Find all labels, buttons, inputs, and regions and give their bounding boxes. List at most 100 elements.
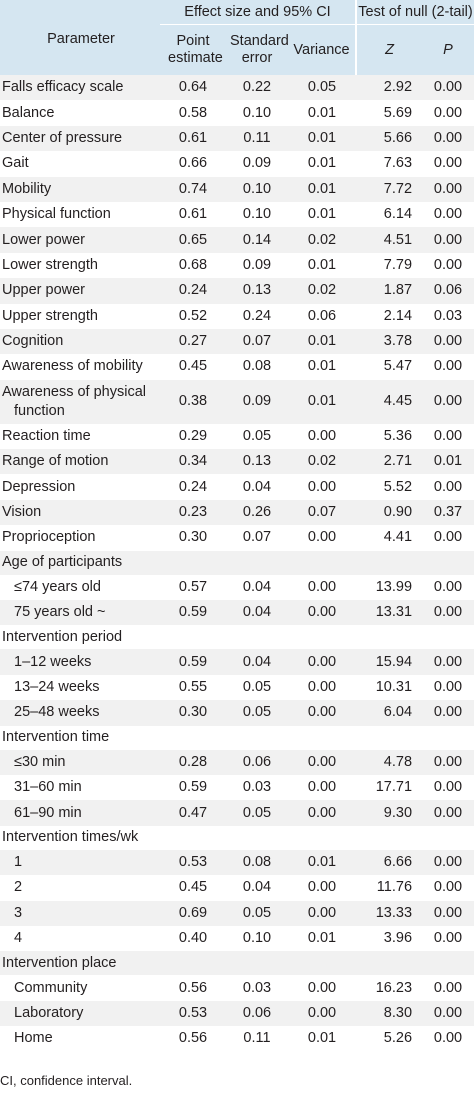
variance-cell: 0.01 bbox=[288, 252, 357, 279]
z-cell: 10.31 bbox=[356, 674, 423, 701]
variance-cell: 0.00 bbox=[288, 975, 357, 1001]
variance-cell: 0.01 bbox=[288, 379, 357, 424]
z-cell: 15.94 bbox=[356, 649, 423, 675]
parameter-label-text: ≤30 min bbox=[14, 753, 66, 770]
variance-cell: 0.01 bbox=[288, 201, 357, 228]
header-point-estimate: Point estimate bbox=[160, 24, 226, 75]
standard-error-cell: 0.04 bbox=[226, 600, 288, 626]
header-p: P bbox=[422, 24, 474, 75]
variance-cell: 0.00 bbox=[288, 700, 357, 726]
parameter-label: 2 bbox=[0, 875, 160, 901]
point-estimate-cell: 0.38 bbox=[160, 379, 226, 424]
standard-error-cell: 0.10 bbox=[226, 176, 288, 202]
parameter-label-text: Proprioception bbox=[2, 529, 96, 546]
variance-cell: 0.01 bbox=[288, 125, 357, 152]
z-cell: 8.30 bbox=[356, 1000, 423, 1027]
header-standard-error: Standard error bbox=[226, 24, 288, 75]
z-cell: 11.76 bbox=[356, 875, 423, 901]
parameter-label: Awareness of physical function bbox=[0, 379, 160, 424]
group-label: Intervention times/wk bbox=[0, 825, 160, 850]
parameter-label: Center of pressure bbox=[0, 125, 160, 152]
table-row: 25–48 weeks 0.30 0.05 0.00 6.04 0.00 bbox=[0, 700, 474, 726]
variance-cell: 0.01 bbox=[288, 354, 357, 380]
parameter-label: 25–48 weeks bbox=[0, 700, 160, 726]
parameter-label: Awareness of mobility bbox=[0, 354, 160, 380]
parameter-label: ≤30 min bbox=[0, 749, 160, 775]
p-cell: 0.00 bbox=[422, 875, 474, 901]
standard-error-cell: 0.14 bbox=[226, 227, 288, 253]
z-cell: 4.41 bbox=[356, 525, 423, 551]
z-cell bbox=[356, 825, 423, 850]
parameter-label: Physical function bbox=[0, 201, 160, 228]
p-cell: 0.00 bbox=[422, 201, 474, 228]
table-row: Depression 0.24 0.04 0.00 5.52 0.00 bbox=[0, 474, 474, 500]
variance-cell: 0.00 bbox=[288, 900, 357, 926]
variance-cell: 0.01 bbox=[288, 100, 357, 126]
standard-error-cell: 0.13 bbox=[226, 278, 288, 304]
point-estimate-cell: 0.57 bbox=[160, 574, 226, 601]
point-estimate-cell: 0.61 bbox=[160, 125, 226, 152]
parameter-label: Community bbox=[0, 975, 160, 1001]
p-cell bbox=[422, 725, 474, 750]
header-parameter: Parameter bbox=[0, 0, 160, 75]
parameter-label: 13–24 weeks bbox=[0, 674, 160, 701]
variance-cell: 0.00 bbox=[288, 600, 357, 626]
parameter-label-text: Age of participants bbox=[2, 554, 123, 571]
point-estimate-cell: 0.55 bbox=[160, 674, 226, 701]
point-estimate-cell: 0.29 bbox=[160, 423, 226, 450]
point-estimate-cell: 0.66 bbox=[160, 151, 226, 177]
standard-error-cell: 0.06 bbox=[226, 749, 288, 775]
table-group-row: Intervention times/wk bbox=[0, 825, 474, 850]
standard-error-cell: 0.11 bbox=[226, 1026, 288, 1052]
z-cell bbox=[356, 550, 423, 575]
parameter-label: 61–90 min bbox=[0, 800, 160, 826]
table-row: Gait 0.66 0.09 0.01 7.63 0.00 bbox=[0, 151, 474, 177]
table-row: Upper strength 0.52 0.24 0.06 2.14 0.03 bbox=[0, 303, 474, 329]
z-cell: 4.51 bbox=[356, 227, 423, 253]
z-cell: 9.30 bbox=[356, 800, 423, 826]
table-row: Center of pressure 0.61 0.11 0.01 5.66 0.00 bbox=[0, 125, 474, 152]
parameter-label: Falls efficacy scale bbox=[0, 75, 160, 101]
standard-error-cell: 0.05 bbox=[226, 423, 288, 450]
standard-error-cell: 0.13 bbox=[226, 449, 288, 475]
parameter-label-text: Laboratory bbox=[14, 1004, 84, 1021]
point-estimate-cell: 0.34 bbox=[160, 449, 226, 475]
p-cell bbox=[422, 825, 474, 850]
parameter-label-text: 13–24 weeks bbox=[14, 679, 100, 695]
parameter-label: Depression bbox=[0, 474, 160, 500]
variance-cell bbox=[288, 951, 357, 976]
point-estimate-cell: 0.64 bbox=[160, 75, 226, 101]
standard-error-cell: 0.04 bbox=[226, 574, 288, 601]
p-cell: 0.00 bbox=[422, 328, 474, 355]
z-cell: 6.14 bbox=[356, 201, 423, 228]
table-group-row: Intervention place bbox=[0, 951, 474, 976]
variance-cell: 0.01 bbox=[288, 925, 357, 952]
point-estimate-cell: 0.74 bbox=[160, 176, 226, 202]
parameter-label-text: Reaction time bbox=[2, 427, 91, 444]
p-cell: 0.00 bbox=[422, 975, 474, 1001]
table-row: Awareness of physical function 0.38 0.09 0.0… bbox=[0, 379, 474, 424]
parameter-label: 31–60 min bbox=[0, 774, 160, 801]
standard-error-cell: 0.05 bbox=[226, 800, 288, 826]
variance-cell: 0.00 bbox=[288, 574, 357, 601]
z-cell: 2.92 bbox=[356, 75, 423, 101]
p-cell: 0.00 bbox=[422, 1000, 474, 1027]
variance-cell: 0.00 bbox=[288, 749, 357, 775]
variance-cell: 0.07 bbox=[288, 499, 357, 526]
z-cell: 4.78 bbox=[356, 749, 423, 775]
parameter-label-text: Balance bbox=[2, 104, 55, 121]
table-row: Reaction time 0.29 0.05 0.00 5.36 0.00 bbox=[0, 423, 474, 450]
standard-error-cell: 0.04 bbox=[226, 649, 288, 675]
point-estimate-cell: 0.45 bbox=[160, 354, 226, 380]
point-estimate-cell: 0.59 bbox=[160, 774, 226, 801]
table-row: Home 0.56 0.11 0.01 5.26 0.00 bbox=[0, 1026, 474, 1052]
parameter-label-text: Intervention time bbox=[2, 729, 110, 746]
parameter-label-text: Awareness of physical bbox=[2, 383, 147, 400]
standard-error-cell: 0.04 bbox=[226, 474, 288, 500]
z-cell: 5.69 bbox=[356, 100, 423, 126]
table-group-row: Age of participants bbox=[0, 550, 474, 575]
parameter-label: Lower strength bbox=[0, 252, 160, 279]
point-estimate-cell: 0.30 bbox=[160, 700, 226, 726]
variance-cell: 0.01 bbox=[288, 176, 357, 202]
z-cell: 5.52 bbox=[356, 474, 423, 500]
